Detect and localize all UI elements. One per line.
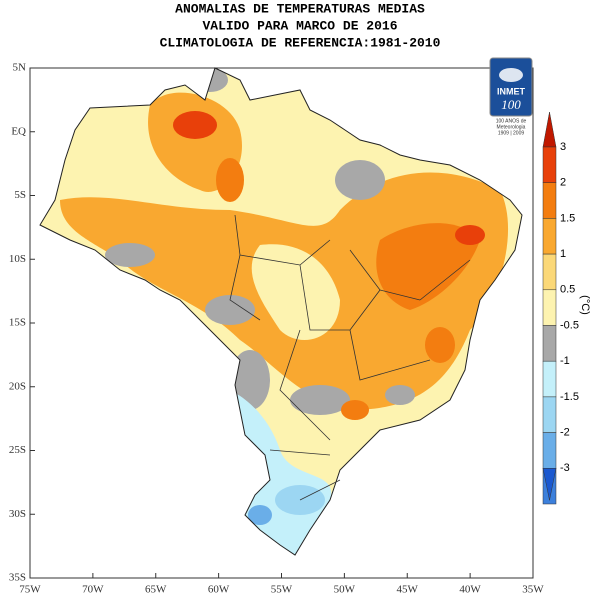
- lat-label: 10S: [9, 253, 26, 265]
- lat-label: 15S: [9, 317, 26, 329]
- colorbar-label: -3: [560, 462, 570, 474]
- lat-label: EQ: [11, 125, 26, 137]
- state-borders: [229, 214, 471, 501]
- title-line: VALIDO PARA MARCO DE 2016: [202, 18, 397, 33]
- colorbar-label: -0.5: [560, 319, 579, 331]
- colorbar-label: 1.5: [560, 212, 575, 224]
- colorbar-band: [542, 218, 557, 255]
- colorbar-band: [542, 396, 557, 433]
- colorbar-band: [542, 289, 557, 326]
- lat-label: 5N: [13, 62, 27, 74]
- colorbar-label: 1: [560, 248, 566, 260]
- colorbar-label: -1.5: [560, 391, 579, 403]
- colorbar-end: [542, 468, 557, 501]
- logo-caption: Meteorologia: [497, 124, 526, 130]
- logo-number: 100: [501, 97, 521, 112]
- colorbar-band: [542, 253, 557, 291]
- colorbar-band: [542, 325, 557, 362]
- lat-label: 20S: [9, 380, 26, 392]
- colorbar-band: [542, 146, 557, 183]
- lon-label: 45W: [397, 584, 419, 596]
- lat-label: 5S: [14, 189, 26, 201]
- logo-cloud: [499, 68, 523, 82]
- lon-label: 40W: [459, 584, 481, 596]
- logo-name: INMET: [497, 86, 526, 96]
- lon-label: 55W: [271, 584, 293, 596]
- colorbar-unit: (°C): [579, 295, 591, 315]
- country-outline: [39, 67, 523, 556]
- anomaly-field: [40, 68, 522, 555]
- lat-label: 35S: [9, 572, 26, 584]
- lon-label: 65W: [145, 584, 167, 596]
- title-line: ANOMALIAS DE TEMPERATURAS MEDIAS: [175, 1, 425, 16]
- colorbar-band: [542, 360, 557, 398]
- colorbar-band: [542, 432, 557, 469]
- colorbar-label: 2: [560, 177, 566, 189]
- lat-label: 30S: [9, 508, 26, 520]
- colorbar-end: [542, 111, 557, 148]
- colorbar-band: [542, 182, 557, 219]
- colorbar-label: 3: [560, 141, 566, 153]
- lon-label: 50W: [334, 584, 356, 596]
- colorbar-label: 0.5: [560, 284, 575, 296]
- colorbar-label: -2: [560, 427, 570, 439]
- logo-caption: 100 ANOS de: [496, 118, 527, 124]
- colorbar-label: -1: [560, 355, 570, 367]
- lat-label: 25S: [9, 444, 26, 456]
- lon-label: 70W: [82, 584, 104, 596]
- lon-label: 75W: [19, 584, 41, 596]
- logo-caption: 1909 | 2009: [498, 130, 525, 136]
- lon-label: 60W: [208, 584, 230, 596]
- title-line: CLIMATOLOGIA DE REFERENCIA:1981-2010: [160, 35, 441, 50]
- lon-label: 35W: [522, 584, 544, 596]
